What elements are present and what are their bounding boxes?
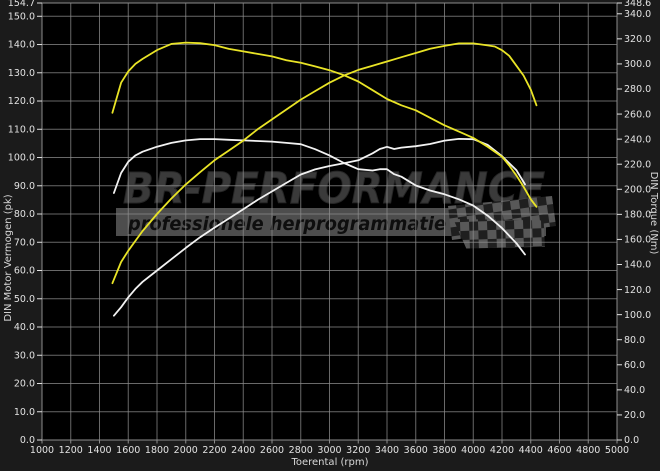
y-right-tick-label: 100.0 [624, 310, 651, 321]
series-curves [111, 41, 538, 317]
y-left-tick-label: 20.0 [14, 379, 35, 390]
x-tick-label: 4200 [490, 445, 514, 456]
y-right-tick-label: 20.0 [624, 410, 645, 421]
x-tick-label: 1600 [116, 445, 140, 456]
x-tick-label: 2400 [231, 445, 255, 456]
y-left-tick-label: 90.0 [14, 181, 35, 192]
watermark-tagline-text: professionele herprogrammatie [127, 213, 446, 235]
y-right-tick-label: 340.0 [624, 9, 651, 20]
x-tick-label: 1800 [145, 445, 169, 456]
y-left-tick-label: 0.0 [20, 435, 35, 446]
x-tick-label: 3800 [432, 445, 456, 456]
x-tick-label: 1400 [87, 445, 111, 456]
y-right-tick-label: 120.0 [624, 285, 651, 296]
watermark: BR-PERFORMANCE professionele herprogramm… [116, 164, 556, 249]
x-tick-label: 3400 [375, 445, 399, 456]
x-tick-label: 4600 [547, 445, 571, 456]
y-right-tick-label: 300.0 [624, 59, 651, 70]
curve-torque-white [113, 138, 526, 256]
y-right-tick-label: 0.0 [624, 435, 639, 446]
y-right-tick-label: 240.0 [624, 134, 651, 145]
y-left-tick-label: 30.0 [14, 350, 35, 361]
checkered-flag-strip [453, 219, 545, 249]
x-tick-label: 4800 [576, 445, 600, 456]
y-left-tick-label: 120.0 [8, 96, 35, 107]
y-right-tick-label: 40.0 [624, 385, 645, 396]
axis-ticks-and-labels: 1000 1200 1400 1600 1800 2000 2200 2400 2600 2800… [8, 0, 651, 456]
y-left-tick-label: 80.0 [14, 209, 35, 220]
y-right-tick-label: 280.0 [624, 84, 651, 95]
gridlines [41, 3, 618, 441]
y-left-tick-label: 60.0 [14, 266, 35, 277]
y-left-axis-title: DIN Motor Vermogen (pk) [3, 194, 14, 321]
x-tick-label: 4400 [519, 445, 543, 456]
y-left-tick-label: 110.0 [8, 124, 35, 135]
y-right-axis-title: DIN Torque (Nm) [648, 172, 659, 255]
x-tick-label: 3200 [346, 445, 370, 456]
curve-power-white [113, 137, 526, 317]
y-right-tick-label: 320.0 [624, 34, 651, 45]
y-left-tick-label: 130.0 [8, 68, 35, 79]
x-tick-label: 2600 [260, 445, 284, 456]
curve-power-yellow [111, 42, 538, 285]
y-left-tick-label: 140.0 [8, 40, 35, 51]
x-tick-label: 2200 [202, 445, 226, 456]
y-left-tick-label: 50.0 [14, 294, 35, 305]
y-left-tick-label: 70.0 [14, 237, 35, 248]
x-tick-label: 1000 [30, 445, 54, 456]
curve-torque-yellow [111, 41, 538, 208]
y-right-tick-label: 348.6 [624, 0, 651, 9]
y-right-tick-label: 200.0 [624, 184, 651, 195]
y-right-tick-label: 220.0 [624, 159, 651, 170]
x-tick-label: 4000 [461, 445, 485, 456]
x-tick-label: 5000 [605, 445, 629, 456]
y-right-tick-label: 80.0 [624, 335, 645, 346]
y-right-tick-label: 140.0 [624, 260, 651, 271]
x-tick-label: 3600 [404, 445, 428, 456]
x-tick-label: 2800 [289, 445, 313, 456]
y-left-tick-label: 10.0 [14, 407, 35, 418]
y-left-tick-label: 100.0 [8, 153, 35, 164]
y-right-tick-label: 260.0 [624, 109, 651, 120]
y-right-tick-label: 180.0 [624, 210, 651, 221]
y-left-tick-label: 150.0 [8, 11, 35, 22]
x-tick-label: 2000 [174, 445, 198, 456]
x-tick-label: 3000 [317, 445, 341, 456]
y-left-tick-label: 40.0 [14, 322, 35, 333]
y-right-tick-label: 160.0 [624, 235, 651, 246]
y-left-tick-label: 154.7 [8, 0, 35, 9]
y-right-tick-label: 60.0 [624, 360, 645, 371]
x-axis-title: Toerental (rpm) [290, 457, 368, 468]
x-tick-label: 1200 [59, 445, 83, 456]
